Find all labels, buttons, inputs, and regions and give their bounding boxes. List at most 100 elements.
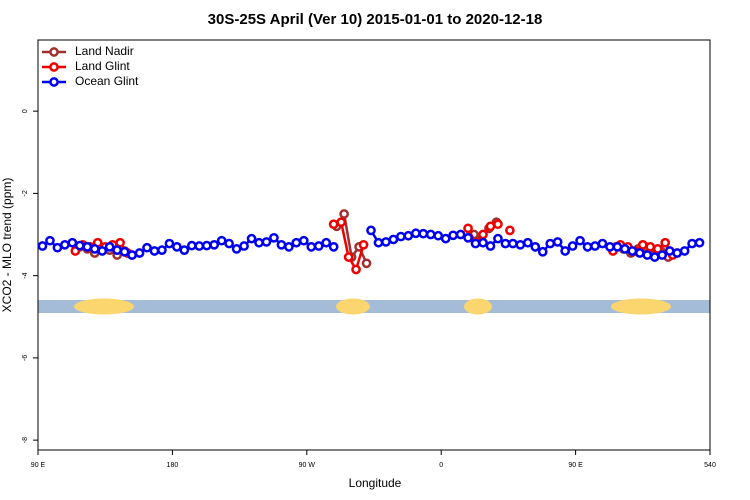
data-point <box>45 235 55 246</box>
data-point <box>478 237 488 248</box>
x-axis-label: Longitude <box>349 476 402 490</box>
data-point <box>679 246 690 256</box>
data-point <box>276 239 287 250</box>
data-point <box>505 225 515 236</box>
data-point <box>620 244 630 254</box>
data-point <box>37 241 48 251</box>
x-tick-label: 540 <box>704 462 716 469</box>
data-point <box>306 242 317 252</box>
data-point <box>231 244 242 254</box>
y-tick-label: -2 <box>22 190 29 196</box>
data-point <box>246 233 257 244</box>
data-point <box>336 217 346 228</box>
data-point <box>657 250 668 260</box>
data-point <box>660 237 671 248</box>
data-point <box>328 219 339 230</box>
land-patch <box>464 298 492 315</box>
data-point <box>645 242 656 252</box>
data-point <box>425 229 436 240</box>
data-point <box>134 248 145 258</box>
data-point <box>448 230 458 241</box>
legend-label: Ocean Glint <box>75 74 139 88</box>
data-point <box>373 237 384 248</box>
data-point <box>582 242 593 252</box>
data-point <box>493 219 503 230</box>
x-tick-label: 90 E <box>31 462 46 469</box>
data-point <box>67 237 78 248</box>
data-point <box>186 240 197 251</box>
data-point <box>515 239 526 250</box>
data-point <box>652 244 663 254</box>
data-point <box>381 237 391 247</box>
data-point <box>597 238 608 249</box>
y-tick-label: 0 <box>22 109 29 113</box>
land-band <box>38 298 710 315</box>
data-point <box>463 232 473 243</box>
data-point <box>575 235 585 246</box>
data-point <box>537 246 548 257</box>
data-point <box>224 238 234 249</box>
data-point <box>410 228 421 239</box>
data-point <box>672 248 682 258</box>
x-tick-label: 90 W <box>299 462 316 469</box>
land-patch <box>336 298 370 315</box>
y-tick-label: -4 <box>22 272 29 278</box>
data-point <box>239 241 249 251</box>
data-point <box>552 237 563 247</box>
data-point <box>485 241 496 251</box>
data-point <box>343 252 354 262</box>
data-point <box>157 245 167 255</box>
data-point <box>60 239 70 250</box>
legend-marker <box>49 62 59 72</box>
data-point <box>642 250 653 260</box>
data-point <box>179 245 190 255</box>
data-point <box>522 237 533 248</box>
data-point <box>115 237 125 248</box>
data-point <box>612 242 623 252</box>
data-point <box>361 258 372 269</box>
data-point <box>478 229 488 240</box>
data-point <box>388 234 399 245</box>
data-point <box>339 209 349 219</box>
data-point <box>313 241 324 251</box>
data-point <box>209 239 220 250</box>
data-point <box>470 238 481 249</box>
data-point <box>284 242 294 252</box>
data-point <box>104 242 115 252</box>
data-point <box>545 238 556 249</box>
data-point <box>530 242 541 252</box>
data-point <box>455 229 466 240</box>
data-point <box>269 232 279 243</box>
data-point <box>321 237 332 248</box>
data-point <box>261 237 272 247</box>
land-patch <box>74 298 134 315</box>
data-point <box>291 237 302 248</box>
data-point <box>164 238 175 249</box>
band <box>38 300 710 313</box>
data-point <box>664 246 675 256</box>
x-tick-label: 90 E <box>568 462 583 469</box>
y-axis-label: XCO2 - MLO trend (ppm) <box>0 178 14 313</box>
data-point <box>605 242 615 252</box>
data-point <box>119 246 130 257</box>
data-point <box>172 242 182 252</box>
data-point <box>627 246 638 256</box>
data-point <box>590 241 600 251</box>
data-point <box>201 240 212 251</box>
legend-label: Land Nadir <box>75 44 134 58</box>
data-point <box>52 242 63 253</box>
data-point <box>82 242 93 252</box>
data-point <box>396 231 406 242</box>
data-point <box>418 228 429 239</box>
data-point <box>97 246 108 256</box>
data-point <box>493 233 503 244</box>
data-point <box>508 238 518 249</box>
data-point <box>112 245 122 255</box>
x-tick-label: 180 <box>167 462 179 469</box>
data-point <box>637 239 648 250</box>
data-point <box>351 264 361 275</box>
data-point <box>649 252 660 262</box>
y-tick-label: -6 <box>22 355 29 361</box>
legend-marker <box>49 47 59 57</box>
